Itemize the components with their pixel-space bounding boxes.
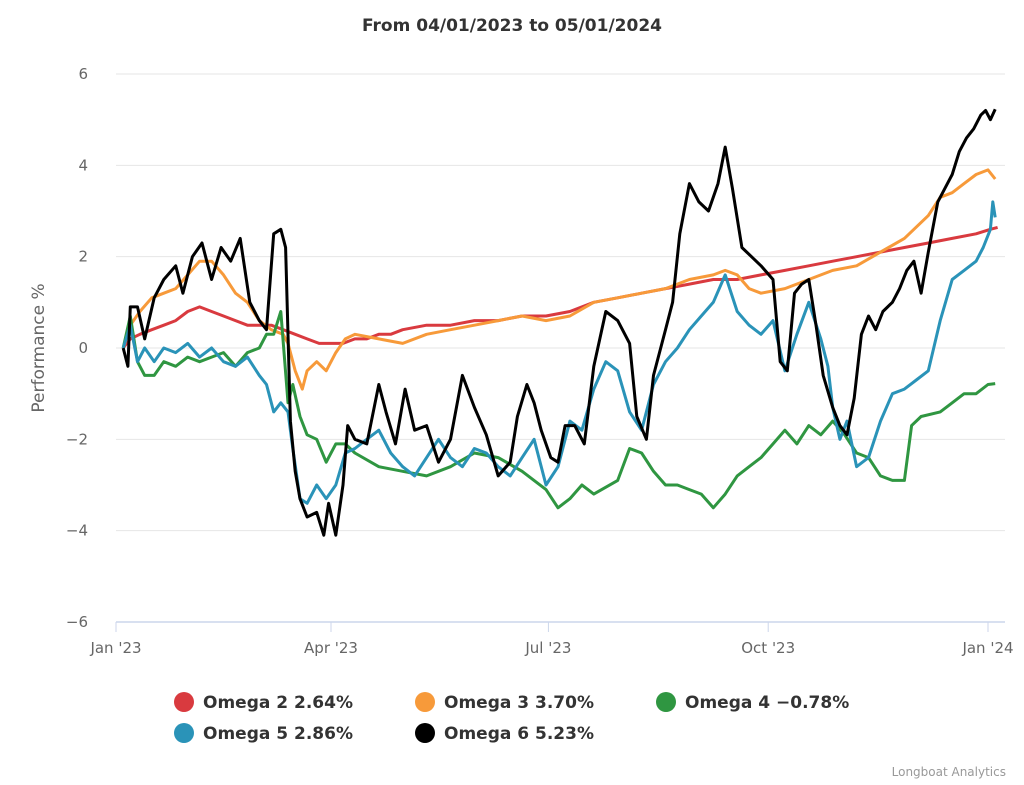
legend-item-omega-5[interactable]: Omega 5 2.86% — [174, 723, 353, 744]
series-line-omega-3[interactable] — [121, 168, 997, 391]
y-tick-label: 6 — [78, 65, 88, 83]
legend-item-omega-6[interactable]: Omega 6 5.23% — [415, 723, 594, 744]
series-line-omega-5[interactable] — [121, 200, 997, 505]
x-axis: Jan '23 Apr '23 Jul '23 Oct '23 Jan '24 — [89, 621, 1014, 657]
legend-marker-icon — [415, 692, 435, 712]
x-tick-label: Jul '23 — [524, 639, 571, 657]
y-axis-ticks: 6 4 2 0 −2 −4 −6 — [66, 65, 88, 631]
series-lines — [121, 108, 998, 537]
y-tick-label: −4 — [66, 522, 88, 540]
series-line-omega-2[interactable] — [122, 225, 998, 349]
x-tick-label: Jan '24 — [961, 639, 1013, 657]
y-tick-label: −6 — [66, 613, 88, 631]
legend-label: Omega 5 2.86% — [203, 724, 353, 744]
legend-item-omega-3[interactable]: Omega 3 3.70% — [415, 692, 594, 713]
y-tick-label: 0 — [78, 339, 88, 357]
y-tick-label: 4 — [78, 156, 88, 174]
series-line-omega-4[interactable] — [121, 310, 996, 510]
legend-label: Omega 2 2.64% — [203, 693, 353, 713]
y-tick-label: −2 — [66, 430, 88, 448]
legend-item-omega-4[interactable]: Omega 4 −0.78% — [656, 692, 849, 713]
legend-label: Omega 3 3.70% — [444, 693, 594, 713]
y-tick-label: 2 — [78, 248, 88, 266]
x-tick-label: Apr '23 — [304, 639, 358, 657]
x-tick-label: Oct '23 — [741, 639, 795, 657]
legend-label: Omega 6 5.23% — [444, 724, 594, 744]
legend-marker-icon — [174, 723, 194, 743]
legend-marker-icon — [415, 723, 435, 743]
credit-link[interactable]: Longboat Analytics — [892, 765, 1006, 779]
chart-title: From 04/01/2023 to 05/01/2024 — [362, 16, 662, 36]
legend-marker-icon — [656, 692, 676, 712]
legend-label: Omega 4 −0.78% — [685, 693, 849, 713]
y-axis-label: Performance % — [29, 283, 49, 412]
legend-item-omega-2[interactable]: Omega 2 2.64% — [174, 692, 353, 713]
legend: Omega 2 2.64% Omega 3 3.70% Omega 4 −0.78%… — [174, 692, 849, 744]
x-tick-label: Jan '23 — [89, 639, 141, 657]
series-line-omega-6[interactable] — [121, 108, 997, 537]
grid-lines — [116, 73, 1005, 532]
legend-marker-icon — [174, 692, 194, 712]
